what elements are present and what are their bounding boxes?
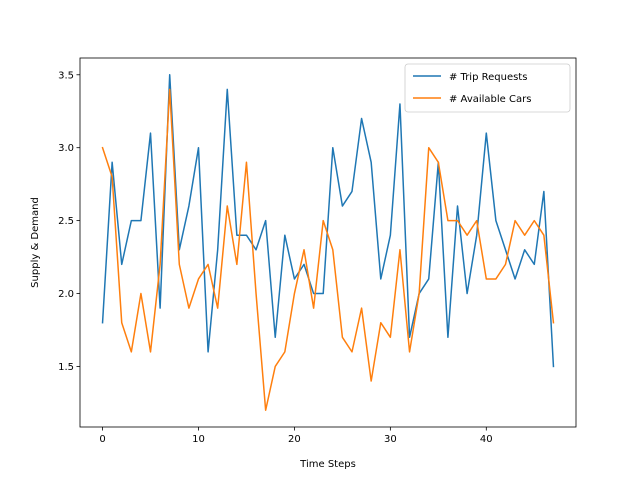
x-axis-label: Time Steps [299, 459, 356, 470]
y-tick-label: 3.5 [58, 70, 74, 81]
x-tick-label: 0 [99, 434, 105, 445]
x-tick-label: 40 [480, 434, 493, 445]
x-tick-label: 10 [192, 434, 205, 445]
x-tick-label: 30 [384, 434, 397, 445]
y-tick-label: 2.5 [58, 216, 74, 227]
legend: # Trip Requests # Available Cars [405, 64, 570, 112]
y-tick-label: 2.0 [58, 289, 74, 300]
y-tick-label: 1.5 [58, 362, 74, 373]
x-tick-label: 20 [288, 434, 301, 445]
y-tick-label: 3.0 [58, 143, 74, 154]
y-axis-label: Supply & Demand [30, 197, 41, 288]
legend-label-1: # Trip Requests [449, 72, 527, 83]
legend-label-2: # Available Cars [449, 94, 531, 105]
